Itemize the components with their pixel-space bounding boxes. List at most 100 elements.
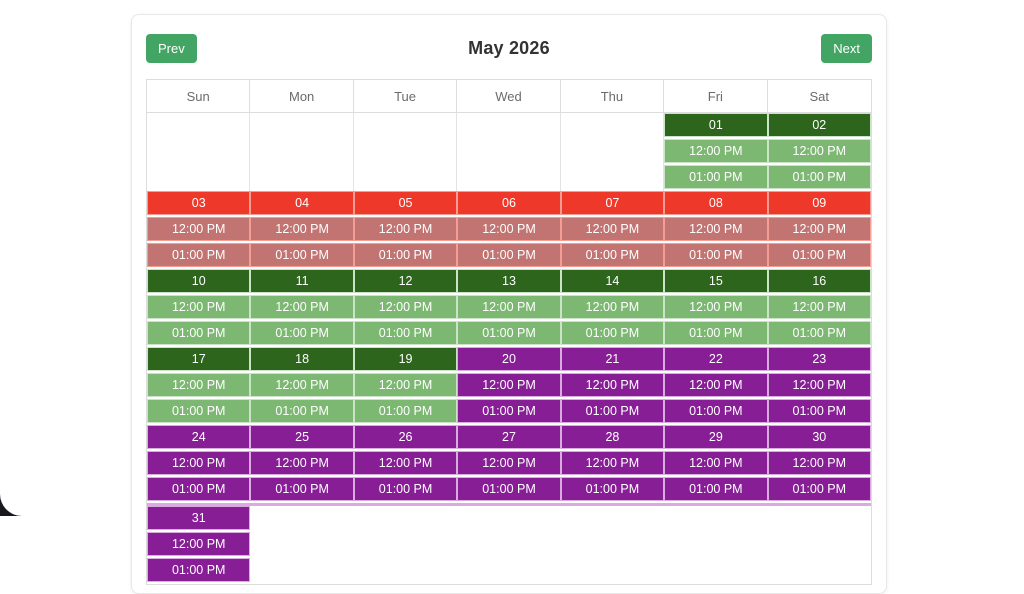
date-header-10[interactable]: 10 — [147, 269, 251, 293]
date-header-14[interactable]: 14 — [560, 269, 665, 293]
time-slot-20-2[interactable]: 01:00 PM — [457, 399, 561, 423]
time-slot-04-2[interactable]: 01:00 PM — [250, 243, 354, 267]
date-header-18[interactable]: 18 — [250, 347, 354, 371]
date-header-20[interactable]: 20 — [457, 347, 561, 371]
time-slot-08-1[interactable]: 12:00 PM — [664, 217, 768, 241]
time-slot-03-1[interactable]: 12:00 PM — [147, 217, 251, 241]
time-slot-16-1[interactable]: 12:00 PM — [767, 295, 871, 319]
date-header-08[interactable]: 08 — [664, 191, 768, 215]
time-slot-29-2[interactable]: 01:00 PM — [664, 477, 768, 501]
time-slot-01-2[interactable]: 01:00 PM — [664, 165, 768, 189]
time-slot-15-2[interactable]: 01:00 PM — [664, 321, 768, 345]
date-header-25[interactable]: 25 — [250, 425, 354, 449]
time-slot-16-2[interactable]: 01:00 PM — [767, 321, 871, 345]
date-header-27[interactable]: 27 — [457, 425, 561, 449]
day-cell-empty — [353, 113, 458, 191]
time-slot-25-2[interactable]: 01:00 PM — [250, 477, 354, 501]
date-header-16[interactable]: 16 — [767, 269, 871, 293]
time-slot-07-1[interactable]: 12:00 PM — [560, 217, 665, 241]
time-slot-11-1[interactable]: 12:00 PM — [250, 295, 354, 319]
time-slot-17-1[interactable]: 12:00 PM — [147, 373, 251, 397]
time-slot-05-1[interactable]: 12:00 PM — [353, 217, 458, 241]
time-slot-30-1[interactable]: 12:00 PM — [767, 451, 871, 475]
time-slot-28-1[interactable]: 12:00 PM — [560, 451, 665, 475]
date-header-28[interactable]: 28 — [560, 425, 665, 449]
date-header-09[interactable]: 09 — [767, 191, 871, 215]
time-slot-13-2[interactable]: 01:00 PM — [457, 321, 561, 345]
time-slot-31-1[interactable]: 12:00 PM — [147, 532, 251, 556]
time-slot-05-2[interactable]: 01:00 PM — [353, 243, 458, 267]
time-slot-07-2[interactable]: 01:00 PM — [560, 243, 665, 267]
time-slot-03-2[interactable]: 01:00 PM — [147, 243, 251, 267]
date-header-03[interactable]: 03 — [147, 191, 251, 215]
time-slot-23-1[interactable]: 12:00 PM — [767, 373, 871, 397]
date-header-13[interactable]: 13 — [457, 269, 561, 293]
date-header-07[interactable]: 07 — [560, 191, 665, 215]
time-slot-18-2[interactable]: 01:00 PM — [250, 399, 354, 423]
time-slot-06-2[interactable]: 01:00 PM — [457, 243, 561, 267]
time-slot-10-2[interactable]: 01:00 PM — [147, 321, 251, 345]
next-month-button[interactable]: Next — [821, 33, 872, 63]
time-slot-28-2[interactable]: 01:00 PM — [560, 477, 665, 501]
date-header-12[interactable]: 12 — [353, 269, 458, 293]
day-cell-empty — [768, 506, 871, 584]
time-slot-14-1[interactable]: 12:00 PM — [560, 295, 665, 319]
date-header-31[interactable]: 31 — [147, 506, 251, 530]
time-slot-29-1[interactable]: 12:00 PM — [664, 451, 768, 475]
date-header-30[interactable]: 30 — [767, 425, 871, 449]
date-header-19[interactable]: 19 — [353, 347, 458, 371]
date-header-22[interactable]: 22 — [664, 347, 768, 371]
date-header-05[interactable]: 05 — [353, 191, 458, 215]
time-slot-19-2[interactable]: 01:00 PM — [353, 399, 458, 423]
time-slot-09-1[interactable]: 12:00 PM — [767, 217, 871, 241]
date-header-04[interactable]: 04 — [250, 191, 354, 215]
date-header-24[interactable]: 24 — [147, 425, 251, 449]
date-header-21[interactable]: 21 — [560, 347, 665, 371]
time-slot-27-2[interactable]: 01:00 PM — [457, 477, 561, 501]
day-cell-21: 21 12:00 PM 01:00 PM — [560, 347, 665, 425]
time-slot-10-1[interactable]: 12:00 PM — [147, 295, 251, 319]
time-slot-26-1[interactable]: 12:00 PM — [353, 451, 458, 475]
date-header-26[interactable]: 26 — [353, 425, 458, 449]
date-header-06[interactable]: 06 — [457, 191, 561, 215]
time-slot-12-1[interactable]: 12:00 PM — [353, 295, 458, 319]
time-slot-12-2[interactable]: 01:00 PM — [353, 321, 458, 345]
week-row-1: 01 12:00 PM 01:00 PM 02 12:00 PM 01:00 PM — [147, 113, 871, 191]
time-slot-19-1[interactable]: 12:00 PM — [353, 373, 458, 397]
date-header-17[interactable]: 17 — [147, 347, 251, 371]
time-slot-24-2[interactable]: 01:00 PM — [147, 477, 251, 501]
time-slot-13-1[interactable]: 12:00 PM — [457, 295, 561, 319]
time-slot-08-2[interactable]: 01:00 PM — [664, 243, 768, 267]
time-slot-02-1[interactable]: 12:00 PM — [767, 139, 871, 163]
date-header-29[interactable]: 29 — [664, 425, 768, 449]
time-slot-01-1[interactable]: 12:00 PM — [664, 139, 768, 163]
date-header-11[interactable]: 11 — [250, 269, 354, 293]
time-slot-09-2[interactable]: 01:00 PM — [767, 243, 871, 267]
calendar-header: Prev May 2026 Next — [146, 27, 872, 69]
time-slot-15-1[interactable]: 12:00 PM — [664, 295, 768, 319]
time-slot-24-1[interactable]: 12:00 PM — [147, 451, 251, 475]
time-slot-30-2[interactable]: 01:00 PM — [767, 477, 871, 501]
time-slot-23-2[interactable]: 01:00 PM — [767, 399, 871, 423]
time-slot-14-2[interactable]: 01:00 PM — [560, 321, 665, 345]
time-slot-21-1[interactable]: 12:00 PM — [560, 373, 665, 397]
time-slot-18-1[interactable]: 12:00 PM — [250, 373, 354, 397]
date-header-01[interactable]: 01 — [664, 113, 768, 137]
time-slot-31-2[interactable]: 01:00 PM — [147, 558, 251, 582]
time-slot-21-2[interactable]: 01:00 PM — [560, 399, 665, 423]
time-slot-11-2[interactable]: 01:00 PM — [250, 321, 354, 345]
date-header-15[interactable]: 15 — [664, 269, 768, 293]
date-header-02[interactable]: 02 — [767, 113, 871, 137]
time-slot-17-2[interactable]: 01:00 PM — [147, 399, 251, 423]
prev-month-button[interactable]: Prev — [146, 33, 197, 63]
time-slot-02-2[interactable]: 01:00 PM — [767, 165, 871, 189]
time-slot-26-2[interactable]: 01:00 PM — [353, 477, 458, 501]
time-slot-06-1[interactable]: 12:00 PM — [457, 217, 561, 241]
date-header-23[interactable]: 23 — [767, 347, 871, 371]
time-slot-27-1[interactable]: 12:00 PM — [457, 451, 561, 475]
time-slot-04-1[interactable]: 12:00 PM — [250, 217, 354, 241]
time-slot-20-1[interactable]: 12:00 PM — [457, 373, 561, 397]
time-slot-22-2[interactable]: 01:00 PM — [664, 399, 768, 423]
time-slot-25-1[interactable]: 12:00 PM — [250, 451, 354, 475]
time-slot-22-1[interactable]: 12:00 PM — [664, 373, 768, 397]
